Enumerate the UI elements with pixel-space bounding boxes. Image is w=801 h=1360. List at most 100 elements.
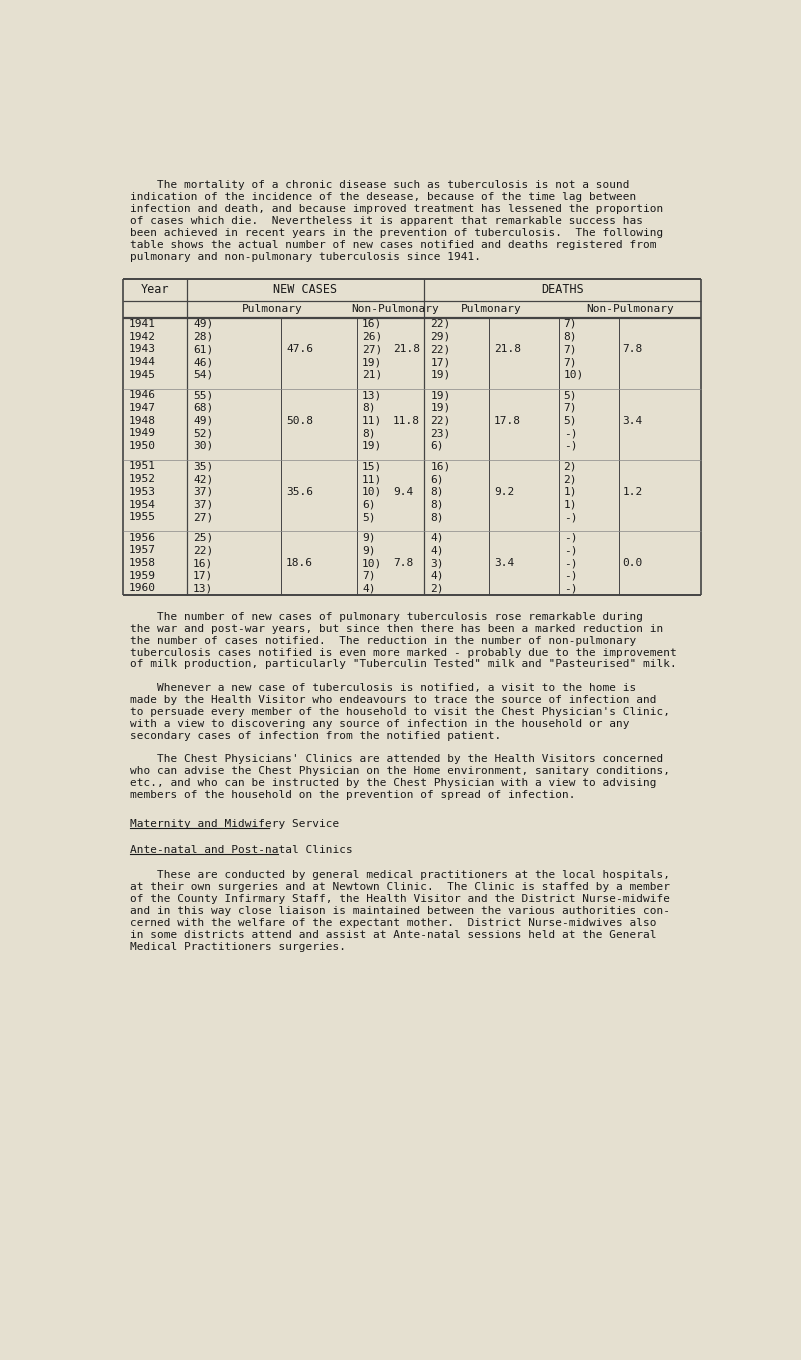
Text: The mortality of a chronic disease such as tuberculosis is not a sound: The mortality of a chronic disease such … [130, 180, 629, 190]
Text: 22): 22) [430, 344, 450, 355]
Text: 42): 42) [193, 475, 213, 484]
Text: 9.4: 9.4 [393, 487, 413, 496]
Text: 49): 49) [193, 416, 213, 426]
Text: 3): 3) [430, 558, 444, 568]
Text: 37): 37) [193, 487, 213, 496]
Text: the war and post-war years, but since then there has been a marked reduction in: the war and post-war years, but since th… [130, 624, 662, 634]
Text: 2): 2) [430, 583, 444, 593]
Text: Non-Pulmonary: Non-Pulmonary [351, 305, 438, 314]
Text: 8): 8) [362, 428, 376, 438]
Text: Whenever a new case of tuberculosis is notified, a visit to the home is: Whenever a new case of tuberculosis is n… [130, 683, 636, 694]
Text: 1): 1) [564, 487, 577, 496]
Text: 8): 8) [564, 332, 577, 341]
Text: 7): 7) [564, 344, 577, 355]
Text: of cases which die.  Nevertheless it is apparent that remarkable success has: of cases which die. Nevertheless it is a… [130, 216, 642, 226]
Text: 46): 46) [193, 358, 213, 367]
Text: These are conducted by general medical practitioners at the local hospitals,: These are conducted by general medical p… [130, 870, 670, 880]
Text: 1953: 1953 [129, 487, 156, 496]
Text: 6): 6) [362, 499, 376, 510]
Text: 2): 2) [564, 475, 577, 484]
Text: 6): 6) [430, 441, 444, 452]
Text: 1951: 1951 [129, 461, 156, 472]
Text: Non-Pulmonary: Non-Pulmonary [586, 305, 674, 314]
Text: 1949: 1949 [129, 428, 156, 438]
Text: 16): 16) [193, 558, 213, 568]
Text: 54): 54) [193, 370, 213, 379]
Text: 37): 37) [193, 499, 213, 510]
Text: 17): 17) [193, 571, 213, 581]
Text: 8): 8) [362, 403, 376, 413]
Text: 30): 30) [193, 441, 213, 452]
Text: 17.8: 17.8 [494, 416, 521, 426]
Text: 1948: 1948 [129, 416, 156, 426]
Text: made by the Health Visitor who endeavours to trace the source of infection and: made by the Health Visitor who endeavour… [130, 695, 656, 704]
Text: 7): 7) [362, 571, 376, 581]
Text: 1958: 1958 [129, 558, 156, 568]
Text: 19): 19) [430, 403, 450, 413]
Text: 1946: 1946 [129, 390, 156, 400]
Text: 1943: 1943 [129, 344, 156, 355]
Text: NEW CASES: NEW CASES [273, 283, 337, 296]
Text: -): -) [564, 441, 577, 452]
Text: 49): 49) [193, 320, 213, 329]
Text: 47.6: 47.6 [286, 344, 313, 355]
Text: The Chest Physicians' Clinics are attended by the Health Visitors concerned: The Chest Physicians' Clinics are attend… [130, 755, 662, 764]
Text: 1952: 1952 [129, 475, 156, 484]
Text: 1960: 1960 [129, 583, 156, 593]
Text: 19): 19) [362, 358, 382, 367]
Text: 11): 11) [362, 416, 382, 426]
Text: 3.4: 3.4 [494, 558, 514, 568]
Text: -): -) [564, 583, 577, 593]
Text: 2): 2) [564, 461, 577, 472]
Text: -): -) [564, 428, 577, 438]
Text: DEATHS: DEATHS [541, 283, 584, 296]
Text: 19): 19) [430, 370, 450, 379]
Text: 5): 5) [564, 416, 577, 426]
Text: 7): 7) [564, 358, 577, 367]
Text: 28): 28) [193, 332, 213, 341]
Text: 7): 7) [564, 320, 577, 329]
Text: Maternity and Midwifery Service: Maternity and Midwifery Service [130, 819, 339, 828]
Text: and in this way close liaison is maintained between the various authorities con-: and in this way close liaison is maintai… [130, 906, 670, 917]
Text: -): -) [564, 558, 577, 568]
Text: 3.4: 3.4 [622, 416, 642, 426]
Text: infection and death, and because improved treatment has lessened the proportion: infection and death, and because improve… [130, 204, 662, 214]
Text: 22): 22) [193, 545, 213, 555]
Text: 19): 19) [430, 390, 450, 400]
Text: 1941: 1941 [129, 320, 156, 329]
Text: 22): 22) [430, 320, 450, 329]
Text: 7.8: 7.8 [622, 344, 642, 355]
Text: of the County Infirmary Staff, the Health Visitor and the District Nurse-midwife: of the County Infirmary Staff, the Healt… [130, 895, 670, 904]
Text: 17): 17) [430, 358, 450, 367]
Text: 9): 9) [362, 533, 376, 543]
Text: 21.8: 21.8 [494, 344, 521, 355]
Text: 68): 68) [193, 403, 213, 413]
Text: 21.8: 21.8 [393, 344, 420, 355]
Text: 1954: 1954 [129, 499, 156, 510]
Text: 4): 4) [430, 533, 444, 543]
Text: -): -) [564, 571, 577, 581]
Text: 21): 21) [362, 370, 382, 379]
Text: been achieved in recent years in the prevention of tuberculosis.  The following: been achieved in recent years in the pre… [130, 228, 662, 238]
Text: to persuade every member of the household to visit the Chest Physician's Clinic,: to persuade every member of the househol… [130, 707, 670, 717]
Text: 1): 1) [564, 499, 577, 510]
Text: 8): 8) [430, 513, 444, 522]
Text: who can advise the Chest Physician on the Home environment, sanitary conditions,: who can advise the Chest Physician on th… [130, 766, 670, 777]
Text: -): -) [564, 533, 577, 543]
Text: of milk production, particularly "Tuberculin Tested" milk and "Pasteurised" milk: of milk production, particularly "Tuberc… [130, 660, 676, 669]
Text: 35): 35) [193, 461, 213, 472]
Text: Ante-natal and Post-natal Clinics: Ante-natal and Post-natal Clinics [130, 845, 352, 854]
Text: 5): 5) [362, 513, 376, 522]
Text: 23): 23) [430, 428, 450, 438]
Text: 1950: 1950 [129, 441, 156, 452]
Text: at their own surgeries and at Newtown Clinic.  The Clinic is staffed by a member: at their own surgeries and at Newtown Cl… [130, 883, 670, 892]
Text: 8): 8) [430, 499, 444, 510]
Text: 4): 4) [362, 583, 376, 593]
Text: 4): 4) [430, 571, 444, 581]
Text: table shows the actual number of new cases notified and deaths registered from: table shows the actual number of new cas… [130, 239, 656, 250]
Text: -): -) [564, 513, 577, 522]
Text: 11.8: 11.8 [393, 416, 420, 426]
Text: 10): 10) [362, 487, 382, 496]
Text: 0.0: 0.0 [622, 558, 642, 568]
Text: 9): 9) [362, 545, 376, 555]
